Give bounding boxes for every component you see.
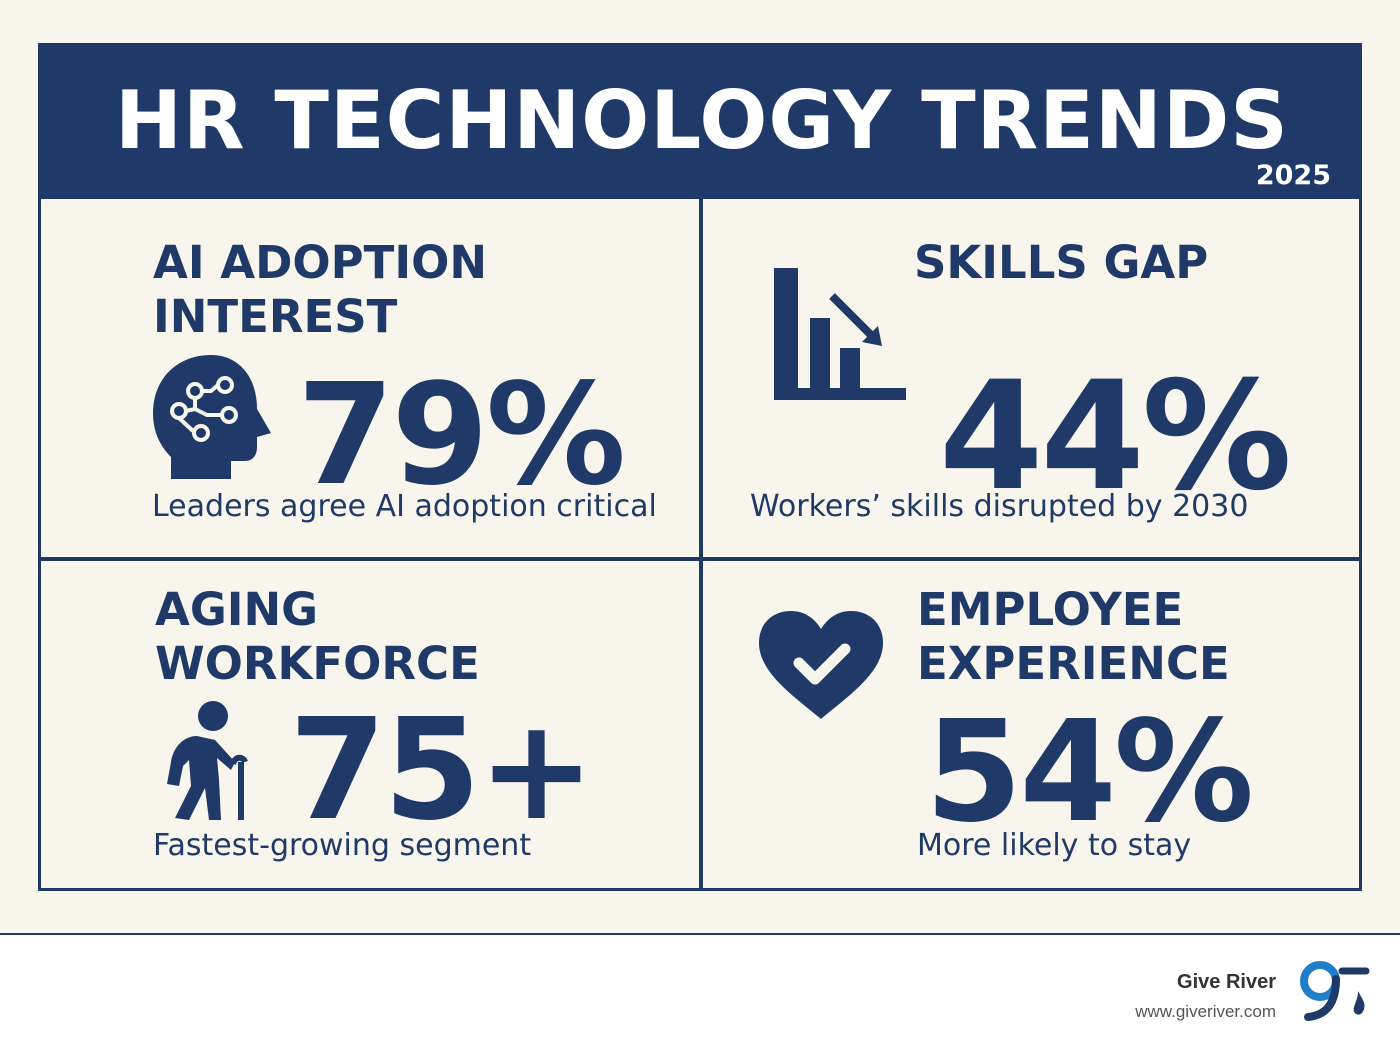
- header-banner: HR TECHNOLOGY TRENDS 2025: [41, 46, 1359, 195]
- heart-check-icon: [759, 611, 883, 719]
- card-description: Leaders agree AI adoption critical: [152, 489, 657, 524]
- footer: Give River www.giveriver.com: [0, 935, 1400, 1052]
- card-description: More likely to stay: [917, 828, 1192, 863]
- card-description: Workers’ skills disrupted by 2030: [750, 489, 1249, 524]
- brain-head-icon: [153, 355, 271, 479]
- card-heading: SKILLS GAP: [914, 236, 1209, 289]
- stat-value: 75+: [289, 689, 595, 852]
- give-river-logo-icon: [1300, 961, 1370, 1021]
- brand-name: Give River: [1177, 971, 1276, 993]
- card-heading: EMPLOYEE: [917, 583, 1184, 636]
- declining-bar-chart-icon: [774, 268, 906, 400]
- elderly-person-cane-icon: [167, 701, 248, 820]
- infographic-frame: HR TECHNOLOGY TRENDS 2025 AI ADOPTION IN…: [38, 43, 1362, 891]
- divider: [699, 195, 703, 891]
- year-label: 2025: [1255, 160, 1331, 191]
- card-heading: EXPERIENCE: [917, 637, 1230, 690]
- card-description: Fastest-growing segment: [153, 828, 532, 863]
- card-heading: WORKFORCE: [155, 637, 480, 690]
- stat-value: 54%: [925, 691, 1254, 854]
- divider: [41, 557, 1359, 561]
- card-heading: INTEREST: [153, 290, 398, 343]
- stat-value: 79%: [297, 354, 626, 517]
- card-heading: AGING: [155, 583, 319, 636]
- brand-url[interactable]: www.giveriver.com: [1135, 1002, 1276, 1021]
- footer-divider: [0, 933, 1400, 935]
- page-title: HR TECHNOLOGY TRENDS: [115, 74, 1289, 167]
- stat-value: 44%: [939, 350, 1292, 524]
- card-heading: AI ADOPTION: [153, 236, 488, 289]
